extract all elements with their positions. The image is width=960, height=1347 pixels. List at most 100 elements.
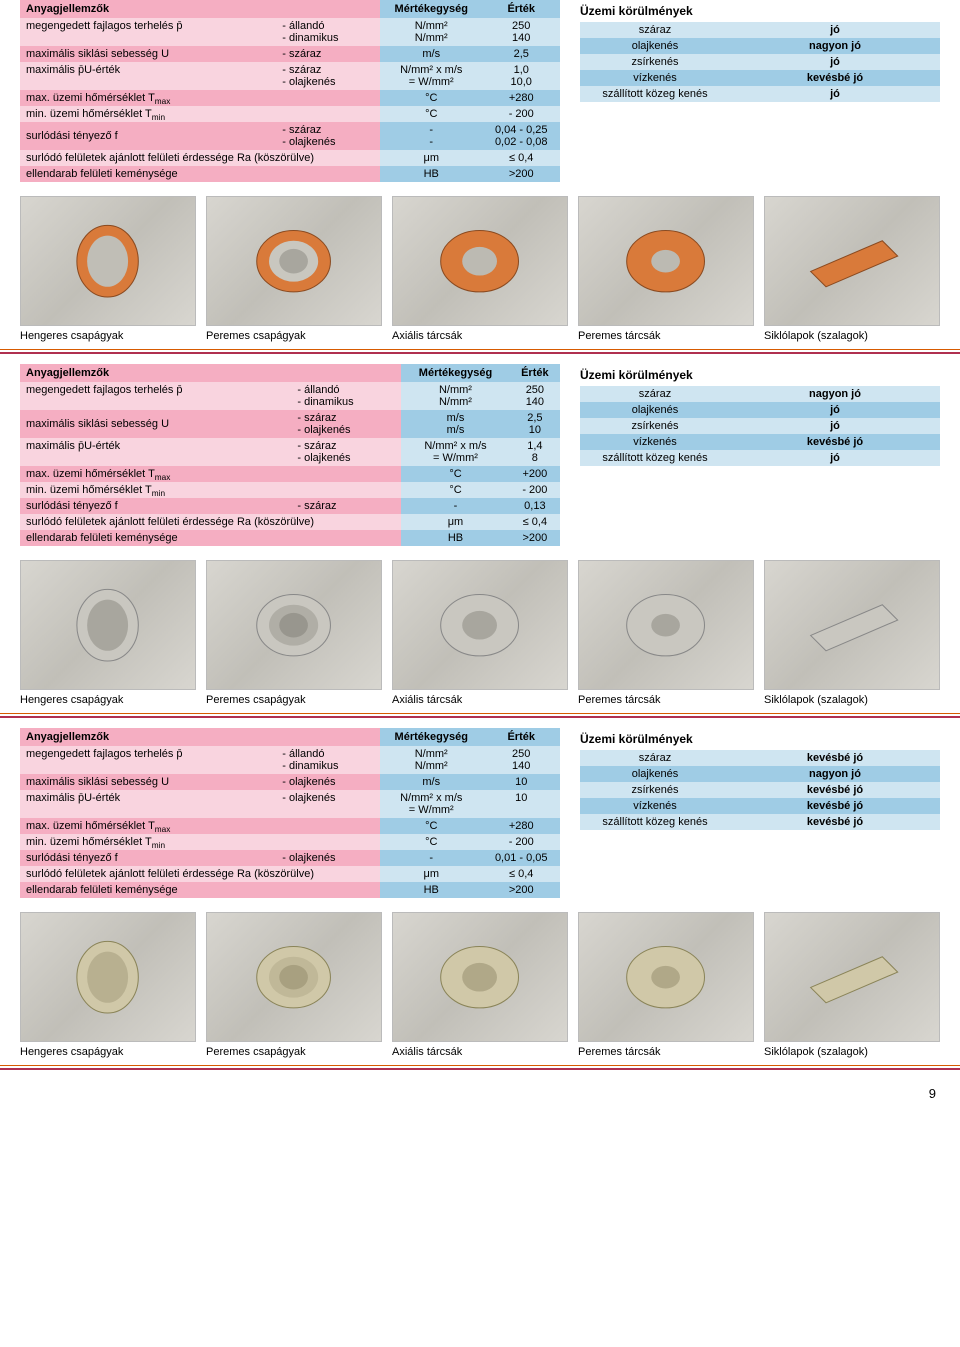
cond1-v3: kevésbé jó [730,70,940,86]
section-1-top: Anyagjellemzők Mértékegység Érték megeng… [0,0,960,182]
t1-fric-unit: -- [380,122,482,150]
cond1-v4: jó [730,86,940,102]
t2-pu-val: 1,48 [510,438,560,466]
images-row-1: Hengeres csapágyak Peremes csapágyak Axi… [0,182,960,348]
cond-1-header: Üzemi körülmények [580,4,940,22]
table-2: Anyagjellemzők Mértékegység Érték megeng… [20,364,560,546]
t3-fric-label: surlódási tényező f [20,850,276,866]
t3-rough-val: ≤ 0,4 [482,866,560,882]
table-1-header-prop: Anyagjellemzők [20,0,380,18]
t1-load-label: megengedett fajlagos terhelés p̄ [20,18,276,46]
t3-rough-label: surlódó felületek ajánlott felületi érde… [20,866,380,882]
img-3-bushing: Hengeres csapágyak [20,912,196,1058]
t1-hard-label: ellendarab felületi keménysége [20,166,380,182]
divider-2b [0,716,960,718]
cond2-v2: jó [730,418,940,434]
cond2-v4: jó [730,450,940,466]
divider-3a [0,1065,960,1066]
t2-rough-val: ≤ 0,4 [510,514,560,530]
t2-hard-val: >200 [510,530,560,546]
cond3-v1: nagyon jó [730,766,940,782]
t2-load-unit: N/mm²N/mm² [401,382,510,410]
t2-hard-unit: HB [401,530,510,546]
t3-hard-unit: HB [380,882,482,898]
t1-tmin-label: min. üzemi hőmérséklet Tmin [20,106,380,122]
img-2-flwasher: Peremes tárcsák [578,560,754,706]
t3-load-unit: N/mm²N/mm² [380,746,482,774]
cond2-k4: szállított közeg kenés [580,450,730,466]
t1-pu-val: 1,010,0 [482,62,560,90]
cond3-v3: kevésbé jó [730,798,940,814]
t3-h-unit: Mértékegység [380,728,482,746]
cond2-k0: száraz [580,386,730,402]
t3-speed-kind: - olajkenés [276,774,380,790]
t2-tmin-unit: °C [401,482,510,498]
cond2-k3: vízkenés [580,434,730,450]
conditions-1: Üzemi körülmények szárazjó olajkenésnagy… [580,0,940,182]
cond3-k3: vízkenés [580,798,730,814]
t3-rough-unit: μm [380,866,482,882]
divider-2a [0,713,960,714]
section-3: Anyagjellemzők Mértékegység Érték megeng… [0,728,960,1070]
t1-load-unit: N/mm²N/mm² [380,18,482,46]
t2-rough-unit: μm [401,514,510,530]
cond2-k2: zsírkenés [580,418,730,434]
t3-pu-kind: - olajkenés [276,790,380,818]
section-1: Anyagjellemzők Mértékegység Érték megeng… [0,0,960,354]
t1-fric-kinds: - száraz- olajkenés [276,122,380,150]
t3-speed-label: maximális siklási sebesség U [20,774,276,790]
img-1-bushing: Hengeres csapágyak [20,196,196,342]
img-3-flanged: Peremes csapágyak [206,912,382,1058]
t2-pu-unit: N/mm² x m/s= W/mm² [401,438,510,466]
t1-tmax-label: max. üzemi hőmérséklet Tmax [20,90,380,106]
divider-3b [0,1068,960,1070]
table-1-header-unit: Mértékegység [380,0,482,18]
t1-load-kinds: - állandó- dinamikus [276,18,380,46]
t1-pu-label: maximális p̄U-érték [20,62,276,90]
t2-speed-val: 2,510 [510,410,560,438]
cond1-k4: szállított közeg kenés [580,86,730,102]
t2-fric-label: surlódási tényező f [20,498,291,514]
t1-pu-unit: N/mm² x m/s= W/mm² [380,62,482,90]
table-3: Anyagjellemzők Mértékegység Érték megeng… [20,728,560,898]
t1-load-val: 250140 [482,18,560,46]
t3-tmin-val: - 200 [482,834,560,850]
t2-tmax-unit: °C [401,466,510,482]
t2-fric-unit: - [401,498,510,514]
t2-load-label: megengedett fajlagos terhelés p̄ [20,382,291,410]
t2-speed-label: maximális siklási sebesség U [20,410,291,438]
cond2-v0: nagyon jó [730,386,940,402]
t1-hard-unit: HB [380,166,482,182]
t3-tmax-unit: °C [380,818,482,834]
cond2-v1: jó [730,402,940,418]
conditions-3: Üzemi körülmények szárazkevésbé jó olajk… [580,728,940,898]
t2-h-unit: Mértékegység [401,364,510,382]
t2-tmin-val: - 200 [510,482,560,498]
t1-fric-val: 0,04 - 0,250,02 - 0,08 [482,122,560,150]
section-2-top: Anyagjellemzők Mértékegység Érték megeng… [0,364,960,546]
t2-hard-label: ellendarab felületi keménysége [20,530,401,546]
img-2-flanged: Peremes csapágyak [206,560,382,706]
cond1-k3: vízkenés [580,70,730,86]
t3-hard-val: >200 [482,882,560,898]
t3-tmin-label: min. üzemi hőmérséklet Tmin [20,834,380,850]
img-3-strip: Siklólapok (szalagok) [764,912,940,1058]
cond3-k0: száraz [580,750,730,766]
cond3-v4: kevésbé jó [730,814,940,830]
t2-pu-kinds: - száraz- olajkenés [291,438,401,466]
t3-tmax-label: max. üzemi hőmérséklet Tmax [20,818,380,834]
t1-hard-val: >200 [482,166,560,182]
conditions-2: Üzemi körülmények száraznagyon jó olajke… [580,364,940,546]
t3-hard-label: ellendarab felületi keménysége [20,882,380,898]
t1-rough-unit: μm [380,150,482,166]
t3-h-val: Érték [482,728,560,746]
img-3-washer: Axiális tárcsák [392,912,568,1058]
t1-speed-label: maximális siklási sebesség U [20,46,276,62]
t2-rough-label: surlódó felületek ajánlott felületi érde… [20,514,401,530]
t3-load-val: 250140 [482,746,560,774]
t1-rough-label: surlódó felületek ajánlott felületi érde… [20,150,380,166]
t3-pu-label: maximális p̄U-érték [20,790,276,818]
cond3-k1: olajkenés [580,766,730,782]
t2-tmax-label: max. üzemi hőmérséklet Tmax [20,466,401,482]
cond1-k1: olajkenés [580,38,730,54]
